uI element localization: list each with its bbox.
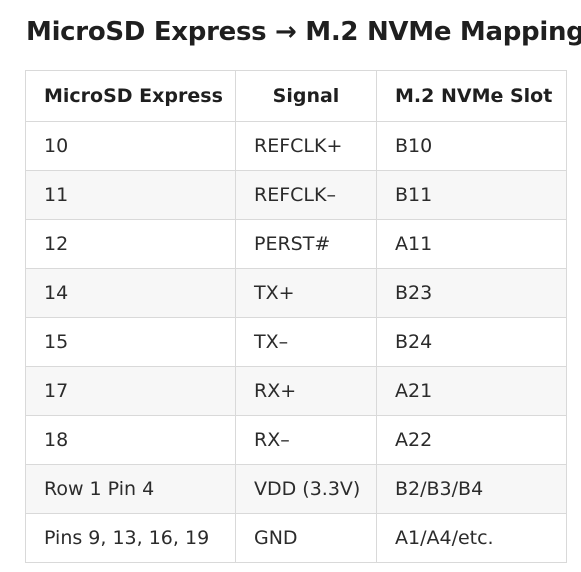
page-title: MicroSD Express → M.2 NVMe Mapping <box>26 17 581 47</box>
mapping-table: MicroSD Express Signal M.2 NVMe Slot 10 … <box>25 70 567 563</box>
table-row: 10 REFCLK+ B10 <box>25 121 567 171</box>
microsd-pin-cell: 18 <box>25 415 236 465</box>
table-row: 14 TX+ B23 <box>25 268 567 318</box>
m2-slot-cell: B24 <box>376 317 567 367</box>
signal-cell: VDD (3.3V) <box>235 464 377 514</box>
table-row: 17 RX+ A21 <box>25 366 567 416</box>
table-header-row: MicroSD Express Signal M.2 NVMe Slot <box>25 70 567 122</box>
microsd-pin-cell: 12 <box>25 219 236 269</box>
table-row: 12 PERST# A11 <box>25 219 567 269</box>
signal-cell: PERST# <box>235 219 377 269</box>
table-row: Pins 9, 13, 16, 19 GND A1/A4/etc. <box>25 513 567 563</box>
signal-cell: RX– <box>235 415 377 465</box>
microsd-pin-cell: 14 <box>25 268 236 318</box>
signal-cell: TX+ <box>235 268 377 318</box>
m2-slot-cell: A1/A4/etc. <box>376 513 567 563</box>
column-header-microsd: MicroSD Express <box>25 70 236 122</box>
signal-cell: RX+ <box>235 366 377 416</box>
m2-slot-cell: B10 <box>376 121 567 171</box>
column-header-signal: Signal <box>235 70 377 122</box>
microsd-pin-cell: 15 <box>25 317 236 367</box>
m2-slot-cell: A11 <box>376 219 567 269</box>
microsd-pin-cell: 10 <box>25 121 236 171</box>
column-header-m2-slot: M.2 NVMe Slot <box>376 70 567 122</box>
m2-slot-cell: B23 <box>376 268 567 318</box>
m2-slot-cell: A21 <box>376 366 567 416</box>
microsd-pin-cell: 11 <box>25 170 236 220</box>
signal-cell: TX– <box>235 317 377 367</box>
table-row: 11 REFCLK– B11 <box>25 170 567 220</box>
microsd-pin-cell: Pins 9, 13, 16, 19 <box>25 513 236 563</box>
table-row: 15 TX– B24 <box>25 317 567 367</box>
microsd-pin-cell: Row 1 Pin 4 <box>25 464 236 514</box>
m2-slot-cell: A22 <box>376 415 567 465</box>
signal-cell: REFCLK– <box>235 170 377 220</box>
microsd-pin-cell: 17 <box>25 366 236 416</box>
signal-cell: REFCLK+ <box>235 121 377 171</box>
m2-slot-cell: B11 <box>376 170 567 220</box>
m2-slot-cell: B2/B3/B4 <box>376 464 567 514</box>
table-row: Row 1 Pin 4 VDD (3.3V) B2/B3/B4 <box>25 464 567 514</box>
signal-cell: GND <box>235 513 377 563</box>
table-row: 18 RX– A22 <box>25 415 567 465</box>
